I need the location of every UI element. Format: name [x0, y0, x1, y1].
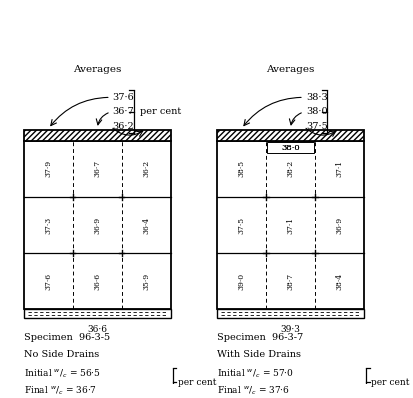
Text: 37·1: 37·1 — [286, 217, 294, 234]
Text: 38·5: 38·5 — [237, 160, 245, 178]
Text: Initial $^{w}/_{c}$ = 57·0: Initial $^{w}/_{c}$ = 57·0 — [217, 368, 293, 380]
Text: 38·0: 38·0 — [281, 144, 300, 152]
Bar — [24, 140, 171, 309]
Text: 36·6: 36·6 — [93, 273, 101, 290]
Text: Final $^{w}/_{c}$ = 37·6: Final $^{w}/_{c}$ = 37·6 — [217, 385, 290, 398]
Text: Specimen  96-3-5: Specimen 96-3-5 — [24, 333, 110, 342]
Text: 36·9: 36·9 — [93, 217, 101, 234]
Text: No Side Drains: No Side Drains — [24, 351, 99, 359]
Text: 37·9: 37·9 — [44, 160, 52, 178]
Bar — [217, 140, 364, 309]
Text: Averages: Averages — [266, 65, 315, 74]
Text: per cent: per cent — [140, 107, 181, 116]
Bar — [24, 130, 171, 140]
Text: 38·3: 38·3 — [306, 93, 328, 102]
Text: 36·7: 36·7 — [113, 107, 135, 116]
Text: 37·3: 37·3 — [44, 217, 52, 234]
Text: Averages: Averages — [73, 65, 121, 74]
Text: 36·2: 36·2 — [142, 160, 150, 178]
Text: 38·2: 38·2 — [286, 160, 294, 178]
Text: 36·2: 36·2 — [113, 122, 135, 131]
Text: 37·1: 37·1 — [335, 160, 343, 178]
Text: 38·0: 38·0 — [281, 144, 300, 152]
Bar — [267, 142, 313, 153]
Text: Final $^{w}/_{c}$ = 36·7: Final $^{w}/_{c}$ = 36·7 — [24, 385, 97, 398]
Text: per cent: per cent — [178, 378, 216, 386]
Text: 36·9: 36·9 — [335, 217, 343, 234]
Bar — [217, 309, 364, 318]
Text: 37·5: 37·5 — [306, 122, 328, 131]
Text: 38·7: 38·7 — [286, 273, 294, 290]
Text: 37·6: 37·6 — [44, 273, 52, 290]
Bar — [217, 130, 364, 140]
Text: 36·4: 36·4 — [142, 217, 150, 234]
Text: 36·7: 36·7 — [93, 160, 101, 178]
Text: Initial $^{w}/_{c}$ = 56·5: Initial $^{w}/_{c}$ = 56·5 — [24, 368, 101, 380]
Text: 38·0: 38·0 — [306, 107, 328, 116]
Text: Specimen  96-3-7: Specimen 96-3-7 — [217, 333, 303, 342]
Text: 39·0: 39·0 — [237, 273, 245, 290]
Bar — [24, 309, 171, 318]
Text: 37·6: 37·6 — [113, 93, 135, 102]
Text: 38·4: 38·4 — [335, 273, 343, 290]
Text: With Side Drains: With Side Drains — [217, 351, 301, 359]
Text: 37·5: 37·5 — [237, 217, 245, 234]
Text: 39·3: 39·3 — [280, 325, 300, 334]
Text: per cent: per cent — [371, 378, 410, 386]
Text: 36·6: 36·6 — [87, 325, 107, 334]
Text: 35·9: 35·9 — [142, 273, 150, 290]
